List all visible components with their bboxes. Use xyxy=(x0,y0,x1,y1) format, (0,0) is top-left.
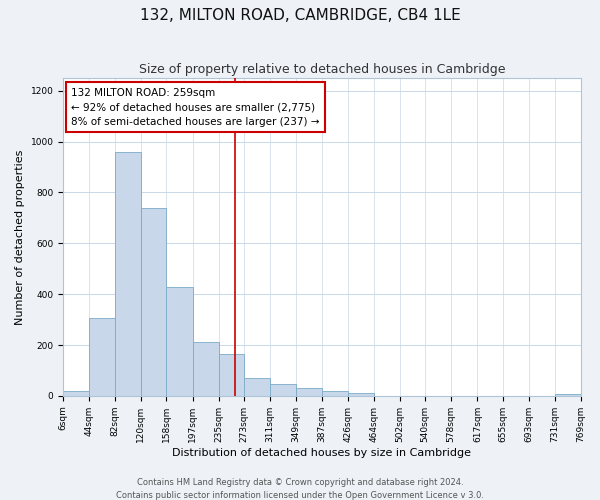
Text: 132 MILTON ROAD: 259sqm
← 92% of detached houses are smaller (2,775)
8% of semi-: 132 MILTON ROAD: 259sqm ← 92% of detache… xyxy=(71,88,320,127)
Bar xyxy=(296,388,322,396)
Bar xyxy=(63,391,89,396)
Bar xyxy=(218,354,244,396)
Y-axis label: Number of detached properties: Number of detached properties xyxy=(15,150,25,324)
Text: Contains HM Land Registry data © Crown copyright and database right 2024.
Contai: Contains HM Land Registry data © Crown c… xyxy=(116,478,484,500)
Bar xyxy=(166,286,193,396)
Title: Size of property relative to detached houses in Cambridge: Size of property relative to detached ho… xyxy=(139,62,505,76)
Text: 132, MILTON ROAD, CAMBRIDGE, CB4 1LE: 132, MILTON ROAD, CAMBRIDGE, CB4 1LE xyxy=(140,8,460,22)
Bar xyxy=(555,394,581,396)
X-axis label: Distribution of detached houses by size in Cambridge: Distribution of detached houses by size … xyxy=(172,448,472,458)
Bar xyxy=(322,392,348,396)
Bar xyxy=(140,208,166,396)
Bar xyxy=(348,394,374,396)
Bar xyxy=(89,318,115,396)
Bar xyxy=(270,384,296,396)
Bar xyxy=(115,152,140,396)
Bar xyxy=(244,378,270,396)
Bar xyxy=(193,342,218,396)
